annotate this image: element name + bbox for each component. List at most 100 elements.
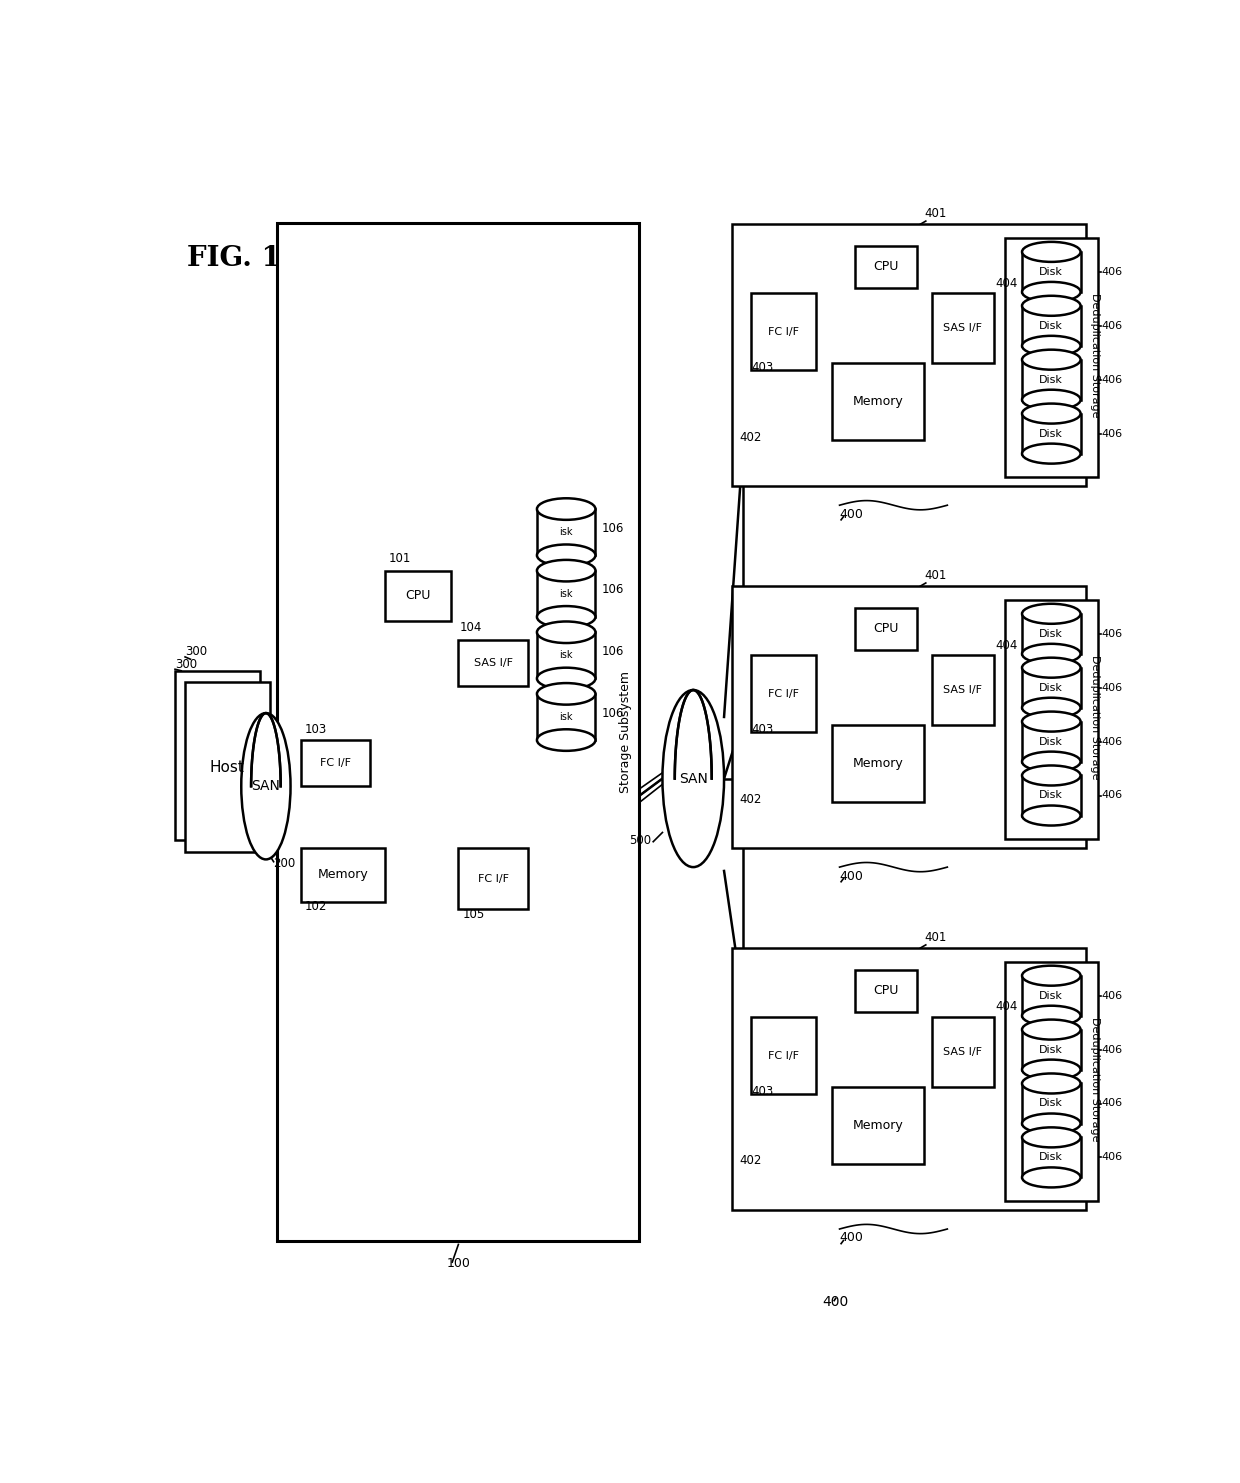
Bar: [537, 694, 595, 740]
Ellipse shape: [537, 621, 595, 644]
Bar: [300, 848, 386, 902]
Ellipse shape: [1022, 1074, 1080, 1093]
Text: isk: isk: [559, 651, 573, 660]
Bar: [854, 246, 916, 288]
Text: 406: 406: [1101, 267, 1122, 277]
Text: Disk: Disk: [1039, 429, 1063, 439]
Text: FC I/F: FC I/F: [769, 326, 800, 337]
Text: Disk: Disk: [1039, 682, 1063, 693]
Text: 402: 402: [739, 430, 761, 443]
Text: 401: 401: [924, 931, 946, 945]
Bar: [278, 222, 640, 1241]
Text: 402: 402: [739, 1154, 761, 1167]
Text: 406: 406: [1101, 629, 1122, 639]
Text: 500: 500: [629, 833, 651, 847]
Text: SAS I/F: SAS I/F: [474, 658, 512, 667]
Bar: [832, 1087, 924, 1164]
Bar: [1022, 1137, 1080, 1178]
Text: isk: isk: [559, 589, 573, 599]
Ellipse shape: [537, 544, 595, 567]
Text: 300: 300: [175, 658, 197, 670]
Ellipse shape: [1022, 403, 1080, 424]
Bar: [932, 655, 993, 725]
Bar: [386, 571, 450, 621]
Bar: [1022, 252, 1080, 292]
Text: 406: 406: [1101, 991, 1122, 1001]
Text: 106: 106: [601, 522, 624, 535]
Text: CPU: CPU: [405, 589, 430, 602]
Text: isk: isk: [559, 526, 573, 537]
Bar: [1006, 237, 1097, 476]
Ellipse shape: [537, 498, 595, 521]
Ellipse shape: [1022, 295, 1080, 316]
Bar: [854, 970, 916, 1011]
Text: 101: 101: [389, 552, 412, 565]
Text: Disk: Disk: [1039, 1099, 1063, 1108]
Bar: [1022, 1084, 1080, 1124]
Ellipse shape: [537, 607, 595, 627]
Text: FIG. 1: FIG. 1: [187, 245, 281, 273]
Bar: [537, 571, 595, 617]
Text: Memory: Memory: [853, 394, 904, 408]
Text: 403: 403: [751, 362, 774, 374]
Text: Disk: Disk: [1039, 320, 1063, 331]
Ellipse shape: [1022, 1005, 1080, 1026]
Text: CPU: CPU: [873, 623, 899, 635]
Text: SAS I/F: SAS I/F: [944, 685, 982, 696]
Ellipse shape: [1022, 1060, 1080, 1080]
Text: Host: Host: [210, 759, 244, 774]
Text: 300: 300: [185, 645, 207, 658]
Text: 104: 104: [460, 621, 482, 633]
Text: Disk: Disk: [1039, 1044, 1063, 1054]
Bar: [1006, 962, 1097, 1201]
Text: 400: 400: [839, 507, 863, 521]
Bar: [832, 363, 924, 440]
Ellipse shape: [1022, 644, 1080, 664]
Ellipse shape: [1022, 712, 1080, 731]
Ellipse shape: [1022, 657, 1080, 678]
Ellipse shape: [1022, 282, 1080, 303]
Ellipse shape: [1022, 752, 1080, 771]
Text: 103: 103: [304, 724, 326, 736]
Ellipse shape: [1022, 1020, 1080, 1040]
Text: FC I/F: FC I/F: [769, 1051, 800, 1060]
Text: Disk: Disk: [1039, 629, 1063, 639]
Bar: [751, 655, 816, 733]
Text: 200: 200: [274, 857, 296, 869]
Text: 102: 102: [304, 900, 327, 914]
Text: 106: 106: [601, 645, 624, 658]
Text: Disk: Disk: [1039, 267, 1063, 277]
Bar: [459, 641, 528, 687]
Text: isk: isk: [559, 712, 573, 722]
Text: CPU: CPU: [873, 985, 899, 997]
Text: 406: 406: [1101, 1099, 1122, 1108]
Text: Disk: Disk: [1039, 375, 1063, 384]
Ellipse shape: [1022, 1167, 1080, 1188]
Ellipse shape: [1022, 390, 1080, 409]
Text: 406: 406: [1101, 320, 1122, 331]
Ellipse shape: [1022, 765, 1080, 786]
Text: 406: 406: [1101, 1152, 1122, 1163]
Bar: [932, 1017, 993, 1087]
Text: 401: 401: [924, 569, 946, 583]
Text: Deduplication Storage: Deduplication Storage: [1090, 654, 1100, 779]
Text: Memory: Memory: [853, 1118, 904, 1132]
Text: Memory: Memory: [317, 869, 368, 881]
Ellipse shape: [242, 713, 290, 860]
Bar: [1022, 722, 1080, 762]
Ellipse shape: [1022, 805, 1080, 826]
Ellipse shape: [537, 684, 595, 704]
Text: 106: 106: [601, 583, 624, 596]
Bar: [537, 632, 595, 678]
Text: Deduplication Storage: Deduplication Storage: [1090, 292, 1100, 417]
Text: 406: 406: [1101, 682, 1122, 693]
Text: Disk: Disk: [1039, 737, 1063, 746]
Text: 400: 400: [839, 869, 863, 882]
Bar: [1022, 667, 1080, 707]
Text: 404: 404: [994, 1001, 1018, 1013]
Text: 105: 105: [463, 908, 485, 921]
Ellipse shape: [537, 561, 595, 581]
Text: FC I/F: FC I/F: [320, 758, 351, 768]
Bar: [932, 294, 993, 363]
Text: 406: 406: [1101, 1044, 1122, 1054]
